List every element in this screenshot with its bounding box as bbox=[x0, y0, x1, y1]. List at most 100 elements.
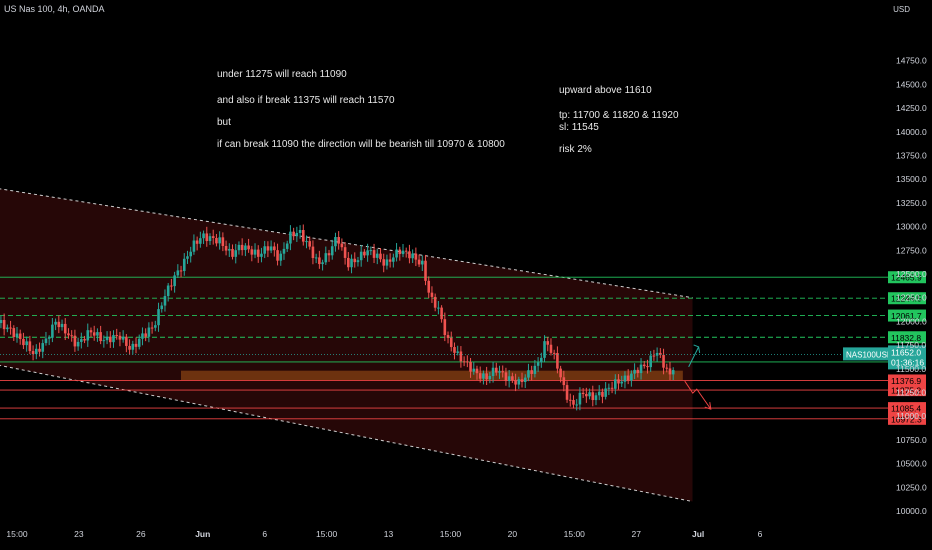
x-tick-4: 6 bbox=[262, 529, 267, 539]
x-tick-9: 15:00 bbox=[564, 529, 586, 539]
candle-body-25 bbox=[51, 324, 54, 338]
candle-body-144 bbox=[433, 296, 437, 308]
currency-label: USD bbox=[893, 5, 910, 14]
candle-body-143 bbox=[430, 292, 434, 297]
candle-body-52 bbox=[137, 338, 141, 347]
x-tick-6: 13 bbox=[384, 529, 394, 539]
candle-body-47 bbox=[121, 336, 125, 340]
candle-body-202 bbox=[620, 381, 624, 384]
candle-body-53 bbox=[141, 333, 144, 339]
x-tick-10: 27 bbox=[631, 529, 641, 539]
candle-body-103 bbox=[301, 230, 305, 242]
level-label-0: 12465.9 bbox=[891, 273, 922, 283]
candle-body-145 bbox=[437, 307, 440, 309]
candle-body-26 bbox=[54, 321, 57, 325]
candle-body-137 bbox=[411, 253, 414, 259]
y-tick-1: 14500.0 bbox=[896, 79, 927, 89]
candle-body-182 bbox=[556, 353, 559, 369]
candle-body-197 bbox=[604, 388, 607, 397]
candle-body-181 bbox=[552, 352, 556, 354]
candle-body-106 bbox=[311, 246, 315, 258]
candle-body-20 bbox=[35, 348, 38, 355]
candle-body-64 bbox=[176, 270, 180, 276]
candle-body-82 bbox=[234, 250, 238, 257]
candle-body-92 bbox=[266, 246, 270, 251]
candle-body-50 bbox=[131, 343, 135, 350]
candle-body-70 bbox=[195, 240, 199, 244]
candle-body-109 bbox=[321, 262, 324, 265]
candle-body-184 bbox=[562, 377, 566, 386]
candle-body-175 bbox=[533, 365, 537, 374]
candle-body-142 bbox=[427, 280, 431, 293]
candle-body-34 bbox=[80, 339, 83, 342]
candle-body-84 bbox=[240, 244, 244, 251]
candle-body-66 bbox=[182, 258, 186, 272]
candle-body-81 bbox=[231, 248, 234, 257]
candle-body-131 bbox=[392, 257, 395, 262]
candle-body-100 bbox=[292, 231, 295, 237]
candle-body-93 bbox=[269, 246, 273, 251]
candle-body-158 bbox=[478, 373, 482, 379]
annotation-left-4: if can break 11090 the direction will be… bbox=[217, 139, 505, 150]
x-tick-1: 23 bbox=[74, 529, 84, 539]
candle-body-55 bbox=[147, 327, 151, 337]
candle-body-95 bbox=[276, 250, 279, 261]
annotation-right-1: upward above 11610 bbox=[559, 85, 652, 96]
candle-body-24 bbox=[47, 337, 51, 339]
candle-body-18 bbox=[28, 341, 32, 352]
candle-body-196 bbox=[601, 391, 604, 397]
candle-body-201 bbox=[617, 379, 620, 384]
candle-body-159 bbox=[482, 373, 485, 379]
candle-body-77 bbox=[218, 237, 221, 244]
candle-body-114 bbox=[337, 237, 340, 244]
candle-body-10 bbox=[2, 320, 6, 330]
candle-body-28 bbox=[60, 323, 64, 328]
candle-body-120 bbox=[356, 260, 360, 263]
candle-body-16 bbox=[22, 338, 25, 346]
candle-body-179 bbox=[546, 341, 550, 345]
bullish-arrow bbox=[688, 346, 700, 368]
candle-body-107 bbox=[314, 257, 318, 259]
candle-body-150 bbox=[453, 347, 456, 353]
candle-body-172 bbox=[523, 377, 527, 383]
candle-body-214 bbox=[659, 352, 662, 355]
symbol-label[interactable]: US Nas 100, 4h, OANDA bbox=[4, 4, 105, 14]
candle-body-104 bbox=[305, 241, 308, 243]
candle-body-102 bbox=[298, 230, 302, 233]
y-tick-18: 10250.0 bbox=[896, 482, 927, 492]
candle-body-121 bbox=[359, 251, 363, 261]
y-tick-3: 14000.0 bbox=[896, 127, 927, 137]
candle-body-99 bbox=[289, 231, 292, 244]
candle-body-125 bbox=[372, 250, 376, 258]
level-tag-8 bbox=[888, 412, 926, 425]
candle-body-88 bbox=[253, 249, 257, 255]
candle-body-218 bbox=[671, 370, 675, 375]
candle-body-139 bbox=[417, 259, 421, 265]
candle-body-140 bbox=[421, 260, 424, 265]
y-tick-12: 11750.0 bbox=[896, 340, 926, 350]
candle-body-36 bbox=[86, 330, 90, 341]
candle-body-41 bbox=[102, 340, 106, 342]
candle-body-165 bbox=[501, 371, 505, 373]
candle-body-96 bbox=[279, 253, 283, 261]
candle-body-185 bbox=[565, 385, 569, 400]
candle-body-11 bbox=[6, 327, 9, 330]
candle-body-12 bbox=[9, 327, 12, 329]
countdown-label: 01:36:16 bbox=[891, 357, 924, 367]
candle-body-141 bbox=[424, 260, 427, 281]
candle-body-173 bbox=[527, 370, 530, 378]
candle-body-186 bbox=[568, 399, 572, 401]
candle-body-204 bbox=[626, 375, 630, 381]
candle-body-21 bbox=[38, 348, 41, 352]
candle-body-160 bbox=[485, 373, 488, 380]
candle-body-44 bbox=[112, 335, 115, 343]
symbol-tag bbox=[843, 347, 889, 361]
candle-body-115 bbox=[340, 243, 344, 248]
candle-body-113 bbox=[334, 237, 337, 247]
candle-body-33 bbox=[76, 341, 80, 347]
candle-body-188 bbox=[575, 404, 578, 406]
candle-body-79 bbox=[224, 245, 228, 251]
candle-body-17 bbox=[25, 341, 28, 346]
candle-body-78 bbox=[221, 237, 225, 246]
